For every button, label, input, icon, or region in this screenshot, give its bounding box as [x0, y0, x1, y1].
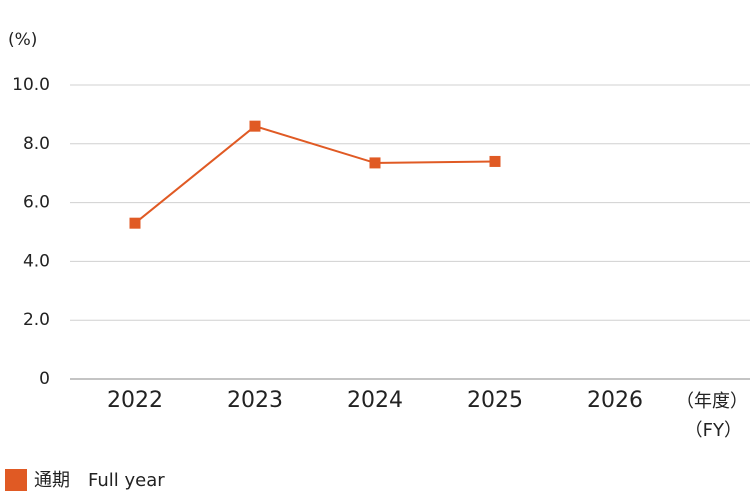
x-axis-label: （年度） [676, 391, 748, 412]
marker [489, 155, 501, 167]
x-tick-label: 2026 [587, 388, 643, 413]
x-tick-label: 2025 [467, 388, 523, 413]
y-tick-label: 4.0 [23, 251, 50, 271]
x-axis-label-en: （FY） [685, 420, 742, 441]
y-tick-label: 6.0 [23, 193, 50, 213]
y-tick-label: 0 [39, 369, 50, 389]
y-tick-label: 10.0 [12, 75, 50, 95]
x-tick-label: 2024 [347, 388, 403, 413]
x-tick-label: 2022 [107, 388, 163, 413]
legend-label: 通期 Full year [34, 470, 165, 491]
marker [249, 120, 261, 132]
x-tick-label: 2023 [227, 388, 283, 413]
y-tick-label: 8.0 [23, 134, 50, 154]
legend-swatch [5, 469, 27, 491]
y-tick-label: 2.0 [23, 310, 50, 330]
line [134, 125, 496, 224]
marker [129, 217, 141, 229]
marker [369, 157, 381, 169]
y-axis-label: (%) [8, 30, 37, 50]
